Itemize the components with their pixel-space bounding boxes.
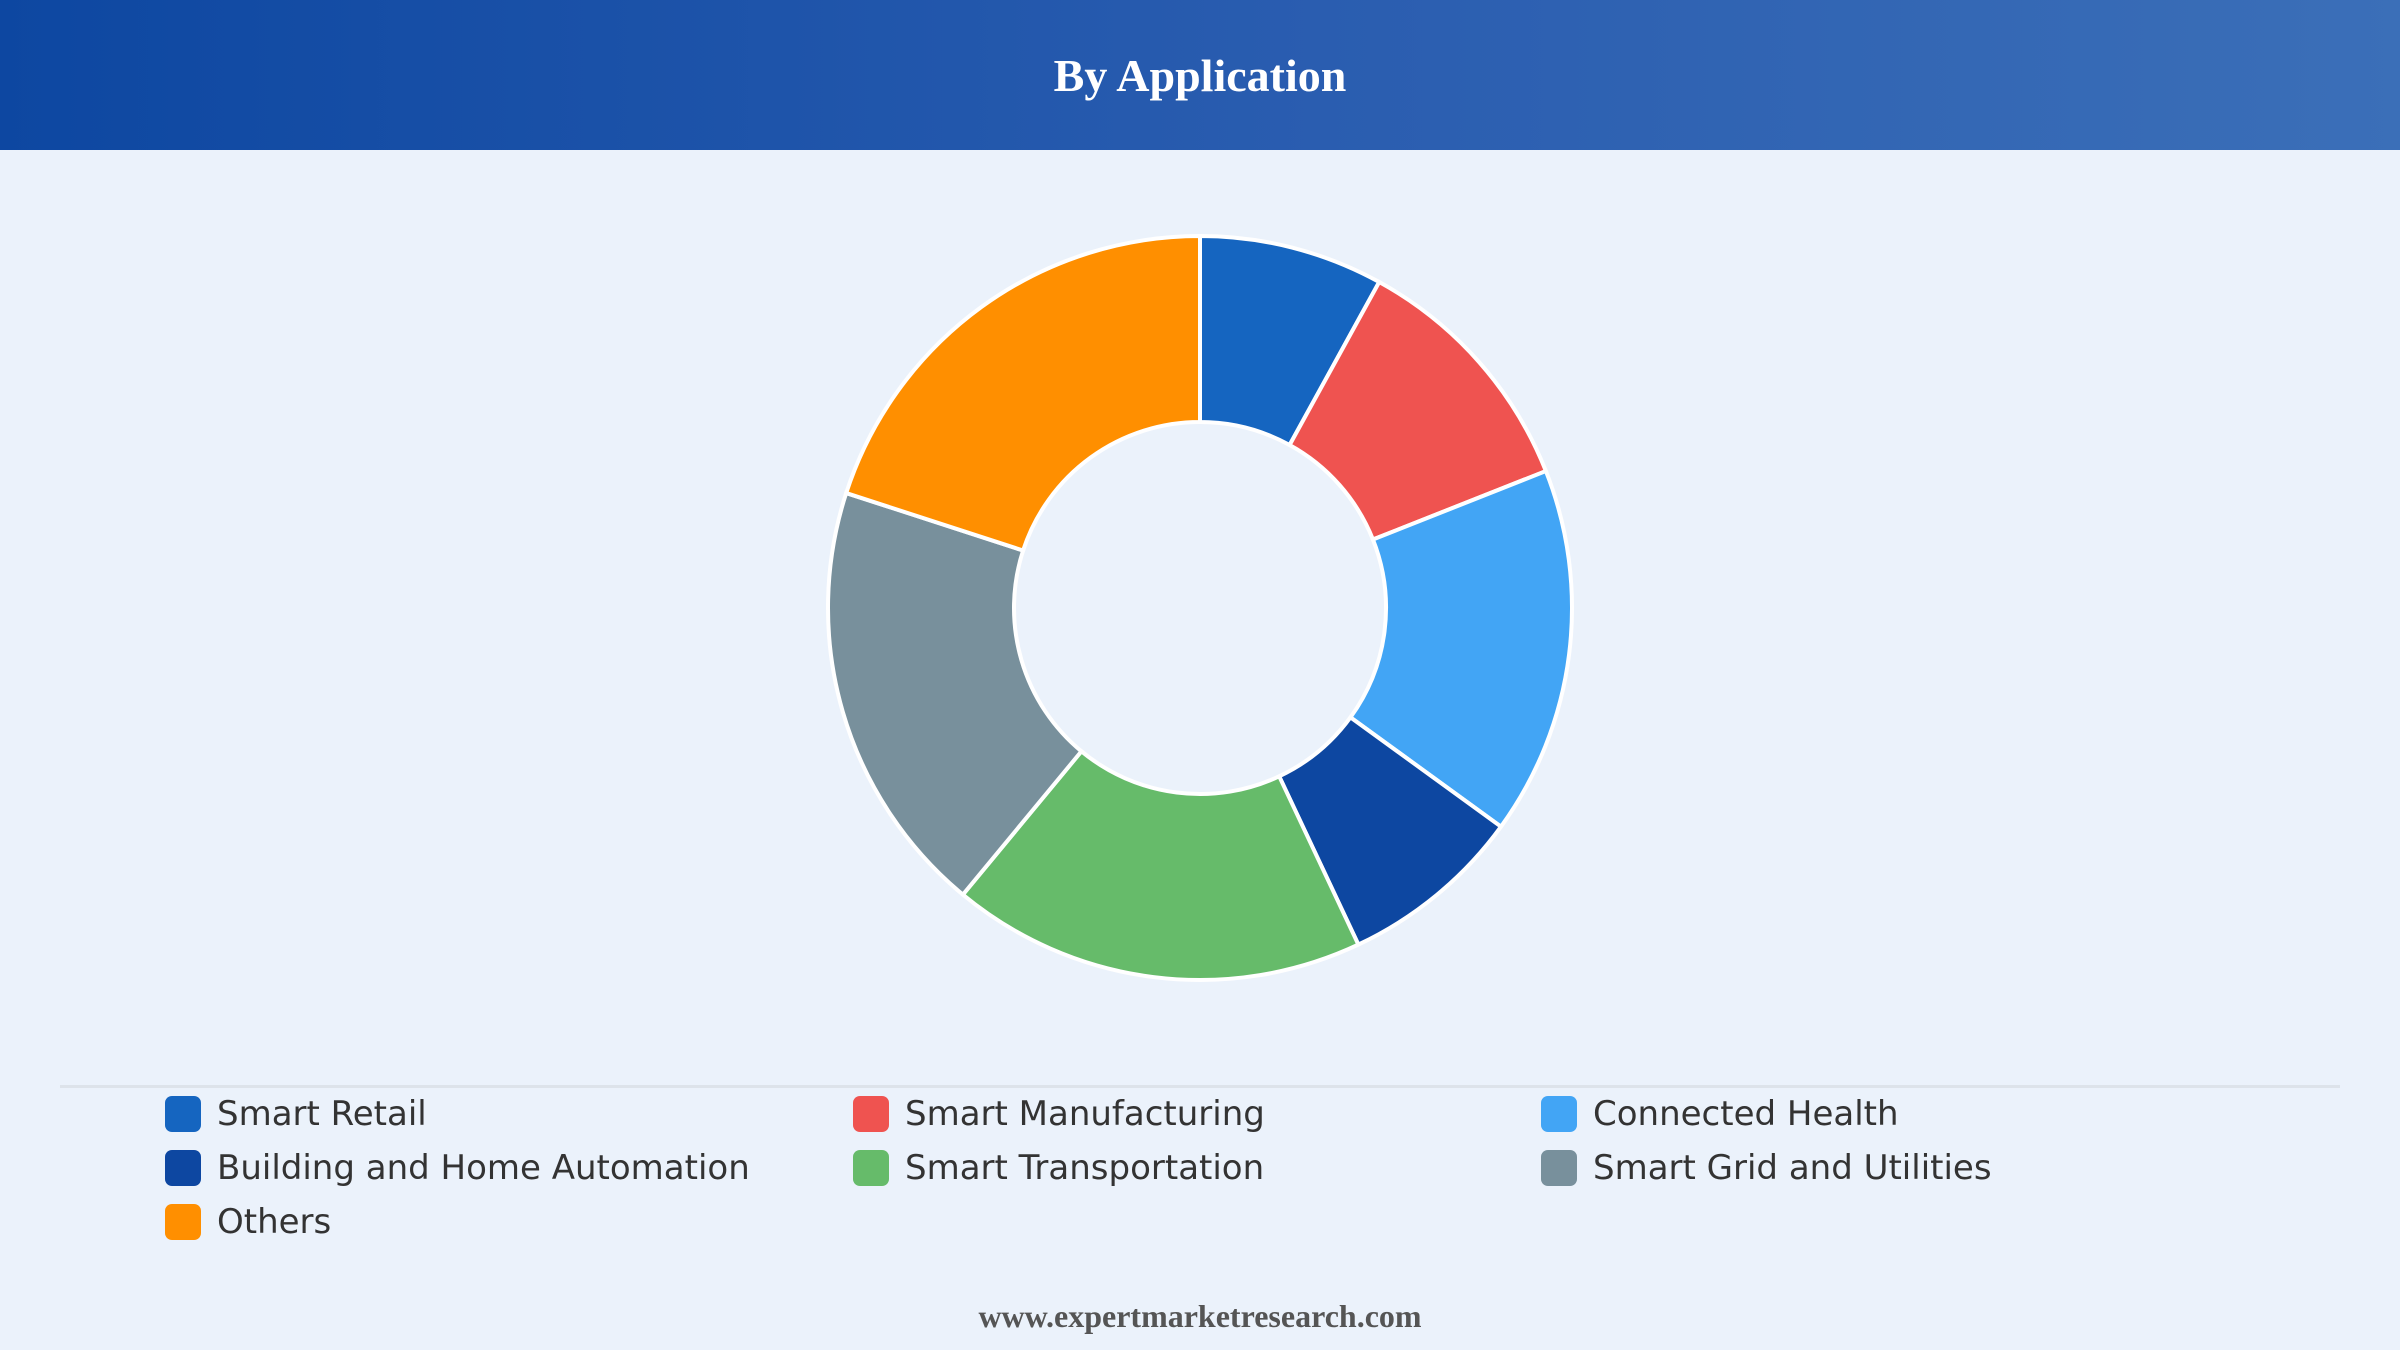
- legend-item[interactable]: Others: [165, 1202, 853, 1242]
- chart-area: [0, 150, 2400, 1080]
- legend-label: Smart Retail: [217, 1094, 427, 1134]
- legend-swatch: [165, 1150, 201, 1186]
- legend-item[interactable]: Building and Home Automation: [165, 1148, 853, 1188]
- chart-legend: Smart Retail Smart Manufacturing Connected…: [165, 1094, 2265, 1242]
- legend-label: Smart Manufacturing: [905, 1094, 1265, 1134]
- legend-item[interactable]: Smart Transportation: [853, 1148, 1541, 1188]
- source-url: www.expertmarketresearch.com: [978, 1298, 1422, 1334]
- legend-label: Smart Grid and Utilities: [1593, 1148, 1992, 1188]
- legend-label: Connected Health: [1593, 1094, 1899, 1134]
- chart-title: By Application: [1053, 49, 1347, 101]
- legend-swatch: [1541, 1096, 1577, 1132]
- legend-swatch: [165, 1204, 201, 1240]
- donut-chart: [826, 233, 1574, 982]
- legend-item[interactable]: Smart Grid and Utilities: [1541, 1148, 2229, 1188]
- chart-header: By Application: [0, 0, 2400, 150]
- legend-label: Others: [217, 1202, 332, 1242]
- legend-swatch: [853, 1150, 889, 1186]
- legend-item[interactable]: Smart Retail: [165, 1094, 853, 1134]
- donut-slice-smart-grid-and-utilities[interactable]: [826, 490, 1085, 898]
- legend-label: Smart Transportation: [905, 1148, 1265, 1188]
- legend-swatch: [1541, 1150, 1577, 1186]
- donut-slice-others[interactable]: [843, 233, 1202, 554]
- donut-slice-smart-transportation[interactable]: [960, 748, 1362, 982]
- legend-item[interactable]: Smart Manufacturing: [853, 1094, 1541, 1134]
- legend-divider: [60, 1085, 2340, 1088]
- legend-swatch: [853, 1096, 889, 1132]
- donut-slice-connected-health[interactable]: [1347, 468, 1574, 830]
- legend-label: Building and Home Automation: [217, 1148, 750, 1188]
- legend-swatch: [165, 1096, 201, 1132]
- legend-item[interactable]: Connected Health: [1541, 1094, 2229, 1134]
